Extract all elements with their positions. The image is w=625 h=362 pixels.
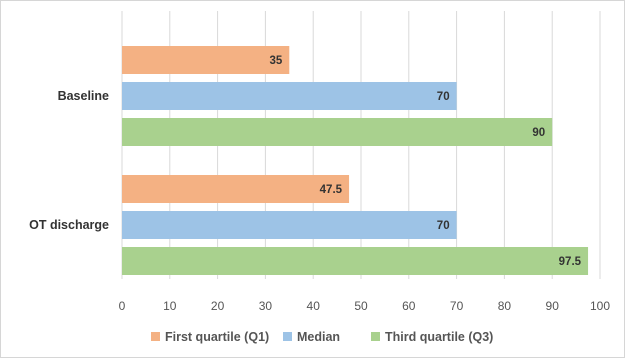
data-label-ot-discharge-third-quartile-q3: 97.5 [559, 256, 582, 268]
legend-swatch-median [283, 332, 292, 341]
x-tick-label-60: 60 [402, 299, 416, 313]
data-label-baseline-third-quartile-q3: 90 [532, 127, 545, 139]
legend-swatch-first-quartile-q1 [151, 332, 160, 341]
bar-ot-discharge-first-quartile-q1 [122, 175, 350, 203]
bar-ot-discharge-third-quartile-q3 [122, 247, 589, 275]
x-axis-tick-labels: 0 10 20 30 40 50 60 70 80 90 100 [119, 299, 611, 313]
legend-label-third-quartile-q3: Third quartile (Q3) [385, 330, 493, 344]
data-label-ot-discharge-median: 70 [437, 220, 450, 232]
x-tick-label-20: 20 [211, 299, 225, 313]
bar-baseline-first-quartile-q1 [122, 46, 290, 74]
x-tick-label-90: 90 [546, 299, 560, 313]
bar-baseline-third-quartile-q3 [122, 118, 553, 146]
data-label-baseline-first-quartile-q1: 35 [270, 55, 283, 67]
legend-label-median: Median [297, 330, 340, 344]
x-tick-label-0: 0 [119, 299, 126, 313]
data-label-ot-discharge-first-quartile-q1: 47.5 [320, 184, 343, 196]
category-label-ot-discharge: OT discharge [29, 218, 109, 232]
x-tick-label-100: 100 [590, 299, 610, 313]
x-tick-label-70: 70 [450, 299, 464, 313]
bar-baseline-median [122, 82, 457, 110]
legend-label-first-quartile-q1: First quartile (Q1) [165, 330, 269, 344]
category-labels: Baseline OT discharge [29, 89, 109, 232]
bar-ot-discharge-median [122, 211, 457, 239]
category-label-baseline: Baseline [58, 89, 109, 103]
data-label-baseline-median: 70 [437, 91, 450, 103]
legend-swatch-third-quartile-q3 [371, 332, 380, 341]
legend: First quartile (Q1) Median Third quartile … [151, 330, 493, 344]
x-tick-label-40: 40 [307, 299, 321, 313]
x-tick-label-50: 50 [354, 299, 368, 313]
x-tick-label-30: 30 [259, 299, 273, 313]
x-tick-label-80: 80 [498, 299, 512, 313]
bars: 35 70 90 47.5 70 97.5 [122, 46, 589, 275]
x-tick-label-10: 10 [163, 299, 177, 313]
